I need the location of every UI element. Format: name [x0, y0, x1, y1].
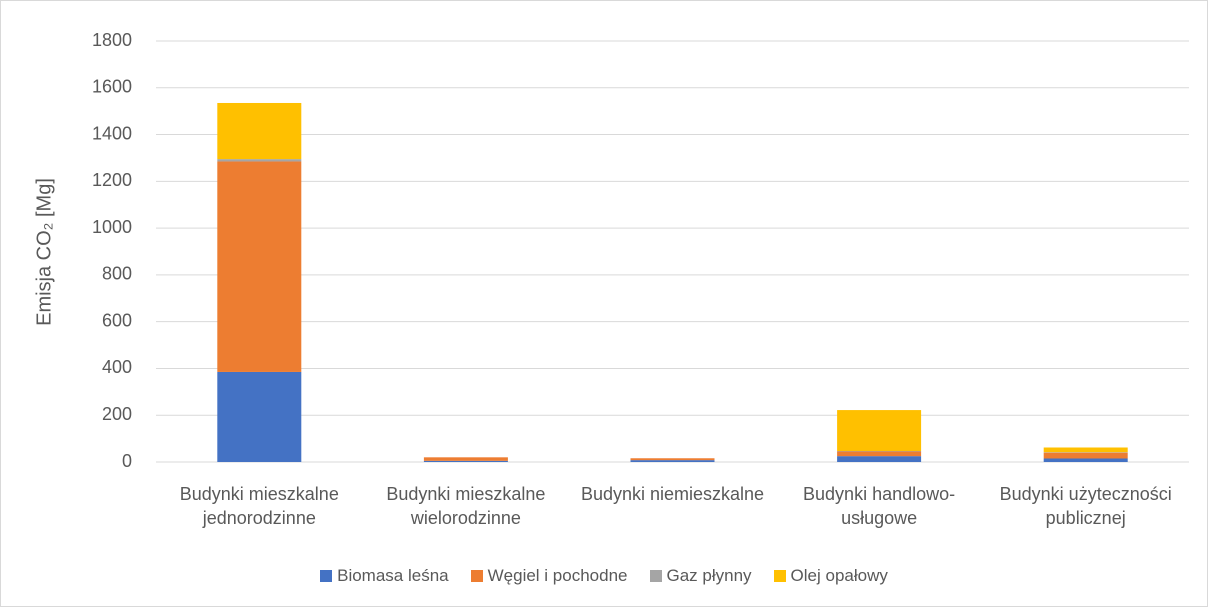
bar-segment: [630, 458, 715, 461]
y-axis-label: Emisja CO₂ [Mg]: [33, 178, 56, 326]
bar-segment: [423, 460, 508, 462]
bar-segment: [217, 159, 302, 162]
bar-segment: [1043, 447, 1128, 453]
bar-segment: [837, 456, 922, 462]
x-tick-label: Budynki użyteczności publicznej: [999, 484, 1172, 528]
y-tick-label: 0: [122, 451, 132, 471]
legend: Biomasa leśna Węgiel i pochodne Gaz płynny…: [1, 566, 1207, 586]
legend-swatch: [773, 570, 786, 582]
y-tick-label: 1600: [92, 77, 132, 97]
legend-label: Olej opałowy: [790, 566, 888, 585]
y-tick-label: 1000: [92, 217, 132, 237]
bar-segment: [217, 161, 302, 372]
legend-item: Węgiel i pochodne: [470, 566, 628, 586]
y-tick-label: 600: [102, 310, 132, 330]
legend-item: Biomasa leśna: [320, 566, 449, 586]
y-tick-label: 400: [102, 357, 132, 377]
x-tick-label: Budynki handlowo-usługowe: [803, 484, 956, 528]
legend-item: Gaz płynny: [649, 566, 752, 586]
legend-swatch: [470, 570, 483, 582]
bar-segment: [217, 371, 302, 462]
bar-segment: [1043, 452, 1128, 459]
legend-item: Olej opałowy: [773, 566, 888, 586]
y-tick-label: 800: [102, 264, 132, 284]
bar-segment: [217, 102, 302, 160]
legend-label: Gaz płynny: [666, 566, 752, 585]
x-tick-label: Budynki mieszkalne wielorodzinne: [386, 484, 546, 528]
legend-label: Biomasa leśna: [337, 566, 449, 585]
bar-segment: [837, 410, 922, 452]
bar-segment: [837, 451, 922, 457]
bar-segment: [423, 457, 508, 461]
legend-swatch: [649, 570, 662, 582]
x-tick-label: Budynki mieszkalne jednorodzinne: [179, 484, 339, 528]
bar-segment: [630, 460, 715, 462]
x-tick-label: Budynki niemieszkalne: [580, 484, 765, 504]
y-tick-label: 1400: [92, 123, 132, 143]
legend-label: Węgiel i pochodne: [487, 566, 628, 585]
y-tick-label: 1800: [92, 30, 132, 50]
legend-swatch: [320, 570, 333, 582]
bar-segment: [1043, 458, 1128, 462]
y-tick-label: 200: [102, 404, 132, 424]
y-tick-label: 1200: [92, 170, 132, 190]
